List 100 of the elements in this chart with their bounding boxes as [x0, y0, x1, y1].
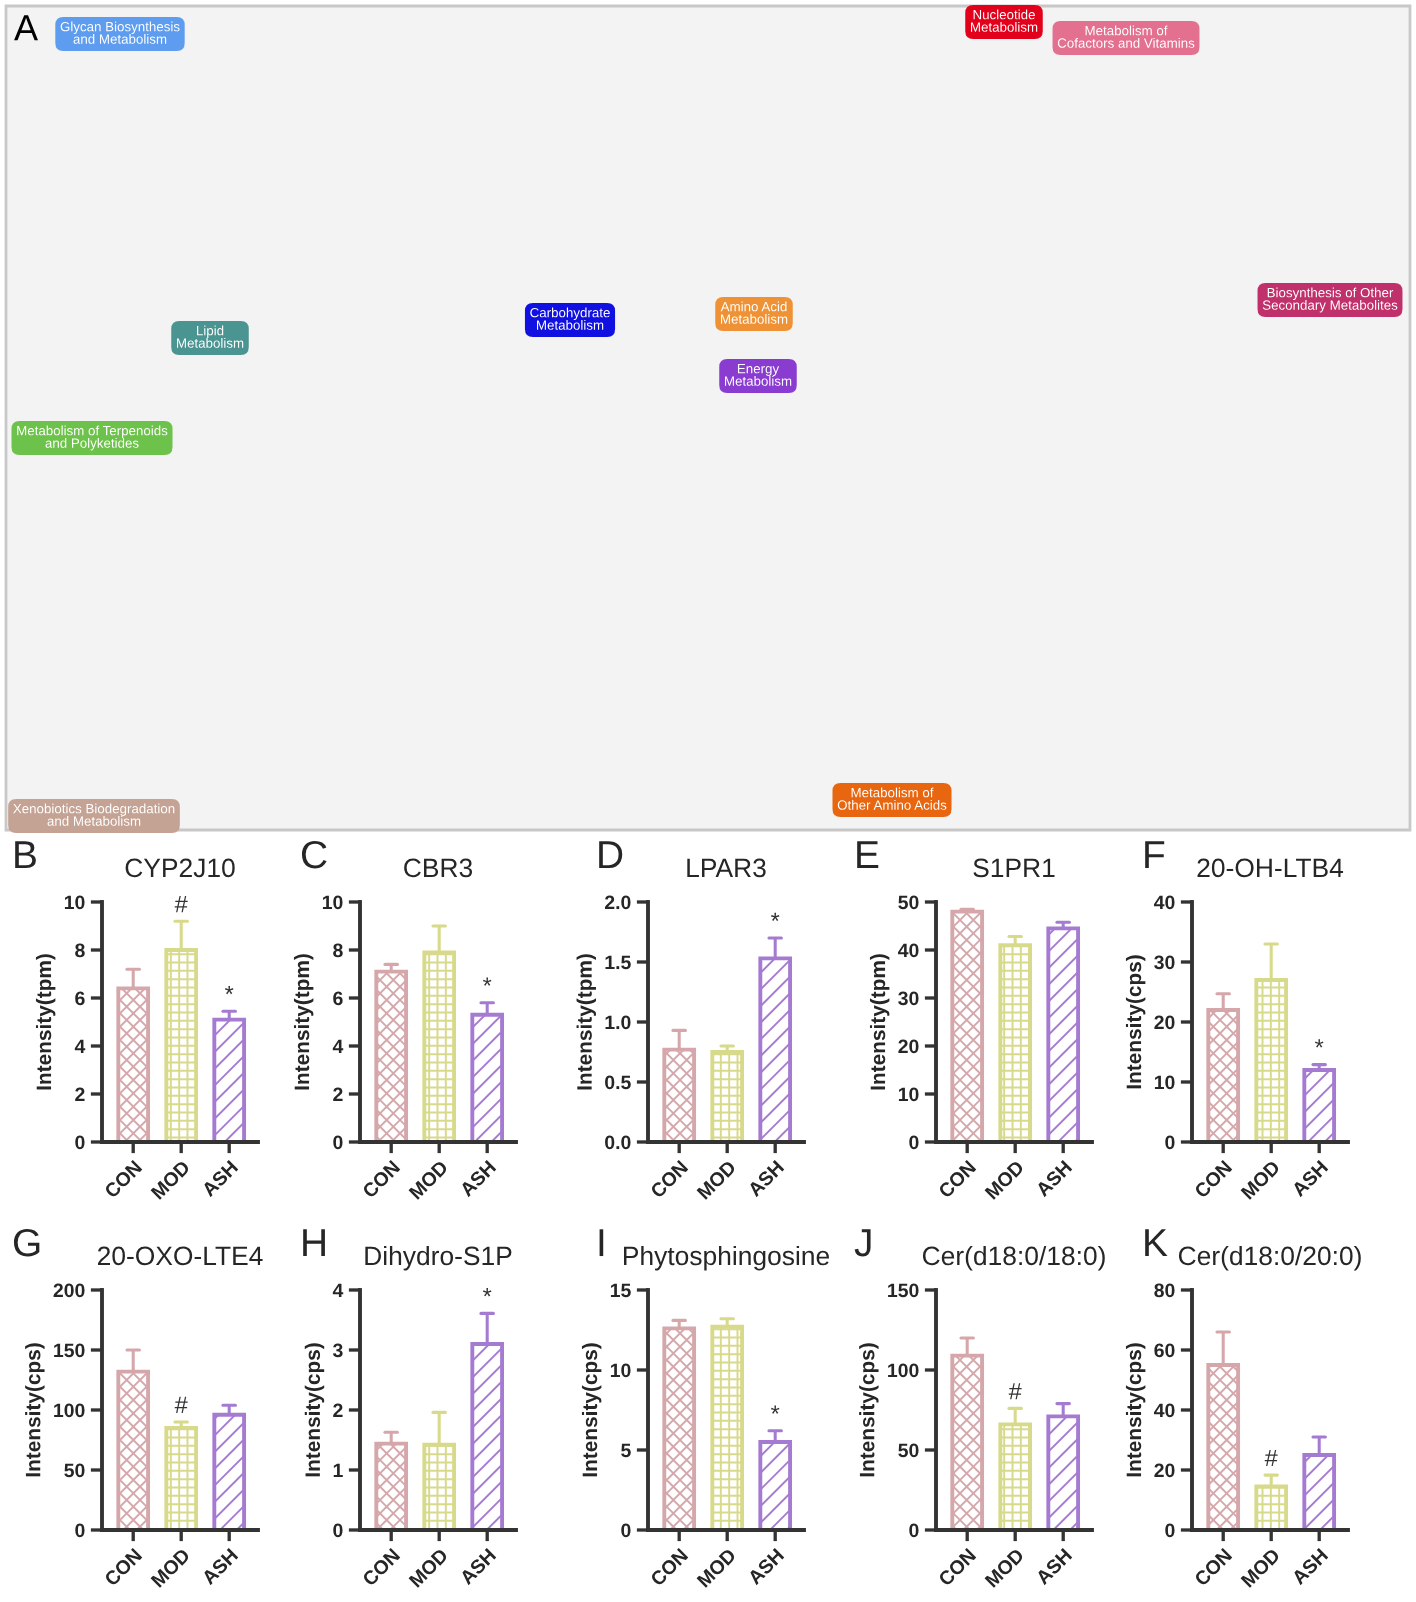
- chart-title: Cer(d18:0/20:0): [1178, 1245, 1361, 1271]
- text: D: [599, 841, 623, 869]
- chart-title: S1PR1: [973, 858, 1055, 878]
- annotation: #: [1008, 1383, 1022, 1400]
- text: K: [1145, 1229, 1168, 1257]
- y-tick-label: 5: [621, 1443, 631, 1458]
- bar: [1046, 926, 1081, 1142]
- annotation: #: [174, 895, 188, 913]
- y-tick-label: 0: [75, 1523, 85, 1538]
- y-tick-label: 6: [75, 991, 85, 1006]
- bar: [758, 1440, 793, 1530]
- y-axis-title: Intensity(cps): [1125, 1343, 1146, 1477]
- bar: [164, 1426, 199, 1530]
- y-tick-label: 4: [332, 1283, 344, 1298]
- y-tick-label: 2: [333, 1403, 343, 1418]
- bar: [710, 1050, 745, 1142]
- bar: [710, 1324, 745, 1530]
- bar: [374, 1441, 409, 1530]
- text: A: [14, 15, 39, 41]
- bar: [662, 1326, 697, 1530]
- y-axis-title: Intensity(cps): [581, 1343, 602, 1477]
- y-tick-label: 0: [1165, 1523, 1175, 1538]
- y-tick-label: 2.0: [604, 895, 631, 910]
- chart-title: 20-OXO-LTE4: [97, 1246, 263, 1266]
- text: H: [303, 1229, 325, 1257]
- y-axis-title: Intensity(cps): [25, 1343, 45, 1477]
- y-tick-label: 0: [909, 1135, 919, 1150]
- y-tick-label: 8: [75, 943, 85, 958]
- y-tick-label: 60: [1154, 1343, 1175, 1358]
- y-tick-label: 30: [1154, 955, 1175, 970]
- y-axis-title: Intensity(tpm): [293, 954, 314, 1090]
- y-tick-label: 150: [54, 1343, 85, 1358]
- chart-title: LPAR3: [687, 858, 766, 878]
- y-tick-label: 0: [333, 1523, 343, 1538]
- y-tick-label: 100: [888, 1363, 919, 1378]
- y-tick-label: 6: [333, 991, 343, 1006]
- y-tick-label: 40: [1154, 1403, 1175, 1418]
- annotation: #: [1264, 1449, 1278, 1467]
- y-tick-label: 2: [75, 1087, 85, 1102]
- y-tick-label: 10: [64, 895, 85, 910]
- y-tick-label: 20: [1154, 1015, 1175, 1030]
- y-tick-label: 15: [610, 1283, 631, 1298]
- y-tick-label: 200: [53, 1283, 85, 1298]
- chart-title: Cer(d18:0/18:0): [922, 1245, 1105, 1271]
- text: E: [857, 841, 879, 869]
- bar: [950, 909, 985, 1142]
- y-axis-title: Intensity(tpm): [576, 954, 596, 1090]
- y-tick-label: 2: [333, 1087, 343, 1102]
- y-tick-label: 80: [1154, 1283, 1175, 1298]
- text: C: [301, 840, 327, 869]
- annotation: *: [770, 1405, 780, 1414]
- bar: [998, 943, 1033, 1142]
- annotation: *: [482, 977, 492, 986]
- chart-title: CBR3: [404, 858, 473, 878]
- bar: [1254, 1484, 1289, 1530]
- y-tick-label: 100: [54, 1403, 85, 1418]
- y-tick-label: 4: [74, 1039, 86, 1054]
- y-tick-label: 10: [898, 1087, 919, 1102]
- y-tick-label: 1.5: [605, 955, 631, 970]
- annotation: *: [1314, 1039, 1324, 1048]
- bar: [212, 1412, 247, 1530]
- y-tick-label: 3: [332, 1343, 343, 1358]
- y-tick-label: 10: [610, 1363, 631, 1378]
- annotation: #: [174, 1396, 188, 1413]
- y-tick-label: 10: [1154, 1075, 1175, 1090]
- y-tick-label: 0: [909, 1523, 919, 1538]
- y-tick-label: 20: [1154, 1463, 1175, 1478]
- y-tick-label: 0: [333, 1135, 343, 1150]
- y-axis-title: Intensity(cps): [1125, 955, 1146, 1089]
- y-tick-label: 50: [898, 895, 919, 910]
- y-axis-title: Intensity(cps): [304, 1343, 325, 1477]
- y-tick-label: 150: [888, 1283, 919, 1298]
- y-tick-label: 4: [332, 1039, 344, 1054]
- y-tick-label: 40: [898, 943, 919, 958]
- bar: [212, 1017, 247, 1142]
- y-tick-label: 0: [621, 1523, 631, 1538]
- chart-title: Phytosphingosine: [624, 1245, 829, 1271]
- chart-title: CYP2J10: [125, 858, 235, 878]
- y-axis-title: Intensity(cps): [859, 1343, 879, 1477]
- chart-title: 20-OH-LTB4: [1197, 858, 1344, 878]
- y-tick-label: 10: [322, 895, 343, 910]
- y-tick-label: 0: [75, 1135, 85, 1150]
- y-tick-label: 30: [898, 991, 919, 1006]
- y-tick-label: 0.5: [605, 1075, 631, 1090]
- y-tick-label: 8: [333, 943, 343, 958]
- bar: [470, 1012, 505, 1142]
- y-tick-label: 0: [1165, 1135, 1175, 1150]
- y-tick-label: 1: [333, 1463, 343, 1478]
- y-tick-label: 40: [1154, 895, 1175, 910]
- y-tick-label: 50: [64, 1463, 85, 1478]
- annotation: *: [224, 985, 234, 995]
- text: B: [15, 841, 36, 869]
- y-tick-label: 50: [898, 1443, 919, 1458]
- text: G: [13, 1228, 40, 1257]
- y-axis-title: Intensity(tpm): [35, 954, 56, 1090]
- annotation: *: [482, 1288, 492, 1297]
- bar: [374, 969, 409, 1142]
- bar: [1302, 1068, 1337, 1142]
- y-tick-label: 20: [898, 1039, 919, 1054]
- y-tick-label: 0.0: [605, 1135, 631, 1150]
